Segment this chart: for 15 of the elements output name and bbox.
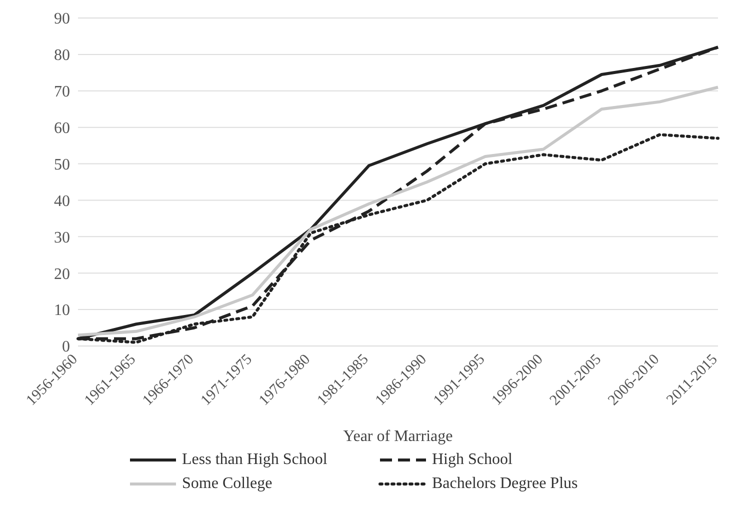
- legend-label: Some College: [182, 475, 272, 493]
- legend-label: Bachelors Degree Plus: [432, 475, 578, 493]
- y-tick-label: 90: [54, 10, 70, 28]
- legend-label: High School: [432, 451, 512, 469]
- legend-label: Less than High School: [182, 451, 328, 469]
- y-tick-label: 50: [54, 156, 70, 174]
- y-tick-label: 30: [54, 229, 70, 246]
- y-tick-label: 10: [54, 302, 70, 320]
- x-axis-title: Year of Marriage: [343, 428, 453, 445]
- y-tick-label: 60: [54, 120, 70, 138]
- y-tick-label: 0: [62, 338, 70, 356]
- y-tick-label: 70: [54, 84, 70, 101]
- y-tick-label: 40: [54, 192, 70, 210]
- y-tick-label: 80: [54, 47, 70, 64]
- y-tick-label: 20: [54, 266, 70, 283]
